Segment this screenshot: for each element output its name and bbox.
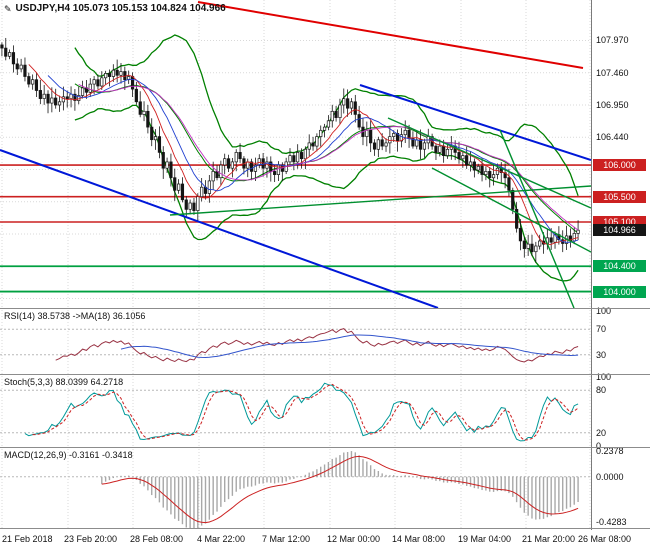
- stoch-axis-tick: 0: [596, 441, 602, 451]
- bollinger-bands: [74, 34, 579, 282]
- time-axis-label: 23 Feb 20:00: [64, 534, 118, 544]
- time-axis-label: 28 Feb 08:00: [130, 534, 184, 544]
- chart-title-text: USDJPY,H4 105.073 105.153 104.824 104.96…: [15, 3, 226, 14]
- rsi-line: [55, 328, 579, 363]
- time-axis-label: 14 Mar 08:00: [392, 534, 446, 544]
- macd-canvas: [0, 449, 591, 528]
- macd-axis-tick: 0.2378: [596, 446, 624, 457]
- stochastic-label: Stoch(5,3,3) 88.0399 64.2718: [4, 377, 124, 387]
- panel-separator-2[interactable]: [0, 374, 650, 375]
- price-axis-badge-green: 104.000: [593, 285, 646, 298]
- price-axis-badge-green: 104.400: [593, 260, 646, 273]
- stoch-axis-tick: 100: [596, 372, 612, 382]
- price-chart-panel[interactable]: ✎ USDJPY,H4 105.073 105.153 104.824 104.…: [0, 0, 591, 308]
- stochastic-panel[interactable]: Stoch(5,3,3) 88.0399 64.2718: [0, 376, 591, 447]
- horizontal-levels-layer[interactable]: [0, 164, 591, 293]
- price-chart-canvas: [0, 0, 591, 308]
- price-axis-tick: 106.950: [596, 99, 629, 110]
- macd-panel[interactable]: MACD(12,26,9) -0.3161 -0.3418: [0, 449, 591, 528]
- time-axis-label: 12 Mar 00:00: [327, 534, 381, 544]
- price-axis-badge-red: 106.000: [593, 159, 646, 172]
- stoch-axis-tick: 20: [596, 427, 607, 438]
- rsi-axis-tick: 30: [596, 349, 607, 360]
- price-axis-tick: 107.460: [596, 67, 629, 78]
- panel-separator-1[interactable]: [0, 308, 650, 309]
- price-axis-badge-red: 105.500: [593, 190, 646, 203]
- macd-grid: [0, 449, 591, 528]
- panel-separator-3[interactable]: [0, 447, 650, 448]
- rsi-label: RSI(14) 38.5738 ->MA(18) 36.1056: [4, 311, 146, 321]
- panel-separator-4[interactable]: [0, 528, 650, 529]
- candles-layer: [0, 37, 580, 263]
- macd-label: MACD(12,26,9) -0.3161 -0.3418: [4, 450, 133, 460]
- time-axis-label: 21 Mar 20:00: [522, 534, 576, 544]
- stoch-k-line: [24, 382, 579, 442]
- rsi-axis-tick: 70: [596, 324, 607, 335]
- rsi-panel[interactable]: RSI(14) 38.5738 ->MA(18) 36.1056: [0, 310, 591, 374]
- time-axis-label: 7 Mar 12:00: [262, 534, 311, 544]
- price-axis-tick: 107.970: [596, 35, 629, 46]
- moving-averages: [28, 64, 579, 245]
- macd-signal-line: [101, 455, 579, 524]
- stoch-grid: [0, 376, 591, 447]
- rsi-grid: [0, 310, 591, 374]
- rsi-axis-tick: 100: [596, 306, 612, 316]
- macd-axis-tick: -0.4283: [596, 517, 627, 528]
- grid-layer: [0, 0, 591, 308]
- time-axis[interactable]: 21 Feb 2018 23 Feb 20:00 28 Feb 08:00 4 Mar…: [0, 530, 650, 550]
- price-axis[interactable]: 107.970 107.460 106.950 106.440 106.000 105.5…: [591, 0, 650, 530]
- time-axis-label: 4 Mar 22:00: [197, 534, 246, 544]
- price-axis-tick: 106.440: [596, 132, 629, 143]
- stoch-axis-tick: 80: [596, 385, 607, 396]
- chart-title: ✎ USDJPY,H4 105.073 105.153 104.824 104.…: [4, 3, 226, 14]
- rsi-ma-line: [120, 334, 579, 359]
- macd-axis-tick: 0.0000: [596, 471, 624, 482]
- price-axis-badge-black: 104.966: [593, 224, 646, 237]
- time-axis-label: 26 Mar 08:00: [578, 534, 632, 544]
- macd-histogram: [101, 451, 579, 528]
- time-axis-label: 21 Feb 2018: [2, 534, 53, 544]
- trendlines-layer[interactable]: [0, 1, 591, 308]
- pen-icon: ✎: [4, 3, 12, 14]
- stochastic-canvas: [0, 376, 591, 447]
- rsi-canvas: [0, 310, 591, 374]
- time-axis-label: 19 Mar 04:00: [458, 534, 512, 544]
- stoch-d-line: [32, 383, 579, 441]
